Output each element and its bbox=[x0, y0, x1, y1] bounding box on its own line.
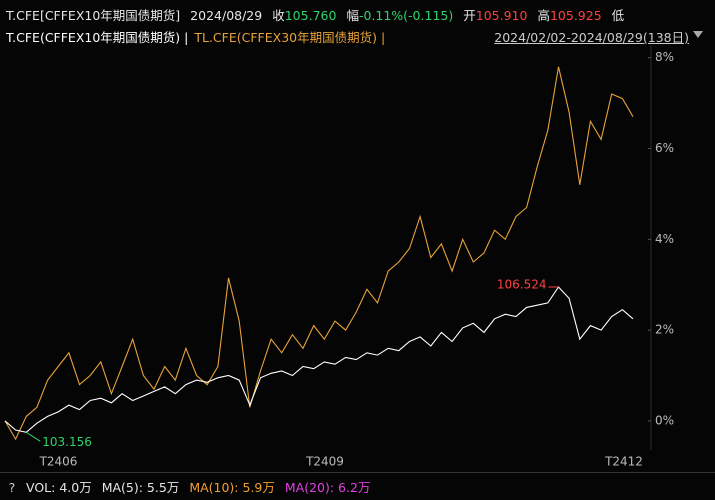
annotation-leader bbox=[26, 431, 41, 442]
dropdown-arrow[interactable] bbox=[693, 31, 703, 38]
x-tick-label: T2406 bbox=[39, 455, 78, 469]
quote-bar: T.CFE[CFFEX10年期国债期货] 2024/08/29 收105.760 幅-… bbox=[6, 5, 624, 24]
annotation: 106.524 bbox=[497, 278, 547, 292]
quote-item: 高 bbox=[537, 8, 550, 23]
series-line bbox=[4, 286, 634, 433]
indicator: MA(20): 6.2万 bbox=[284, 480, 371, 495]
separator bbox=[0, 472, 715, 473]
quote-item: 105.925 bbox=[549, 8, 602, 23]
series-line bbox=[4, 66, 634, 441]
y-tick-label: 4% bbox=[655, 232, 674, 246]
indicator: MA(10): 5.9万 bbox=[189, 480, 275, 495]
y-tick-label: 6% bbox=[655, 141, 674, 155]
help-icon[interactable]: ? bbox=[8, 480, 16, 495]
quote-item: 开 bbox=[463, 8, 476, 23]
quote-item: 收 bbox=[272, 8, 285, 23]
indicator-bar: ? VOL: 4.0万 MA(5): 5.5万 MA(10): 5.9万 MA(20):… bbox=[6, 477, 380, 496]
date-range[interactable]: 2024/02/02-2024/08/29(138日) bbox=[494, 30, 689, 45]
quote-item: -0.11%(-0.115) bbox=[358, 8, 454, 23]
quote-item: 105.760 bbox=[284, 8, 337, 23]
x-tick-label: T2412 bbox=[604, 455, 643, 469]
quote-item: 幅 bbox=[346, 8, 359, 23]
legend: T.CFE(CFFEX10年期国债期货) | TL.CFE(CFFEX30年期国债… bbox=[6, 27, 391, 46]
y-tick-label: 8% bbox=[655, 50, 674, 64]
quote-item: 低 bbox=[611, 8, 625, 23]
indicator: VOL: 4.0万 bbox=[26, 480, 92, 495]
x-tick-label: T2409 bbox=[305, 455, 344, 469]
annotation: 103.156 bbox=[42, 435, 92, 449]
quote-item: 2024/08/29 bbox=[190, 8, 263, 23]
y-tick-label: 2% bbox=[655, 323, 674, 337]
legend-entry: TL.CFE(CFFEX30年期国债期货) | bbox=[194, 30, 386, 45]
y-tick-label: 0% bbox=[655, 413, 674, 427]
legend-entry: T.CFE(CFFEX10年期国债期货) | bbox=[6, 30, 189, 45]
quote-item: T.CFE[CFFEX10年期国债期货] bbox=[6, 8, 181, 23]
quote-item: 105.910 bbox=[475, 8, 528, 23]
indicator: MA(5): 5.5万 bbox=[101, 480, 180, 495]
chart: 0% 2% 4% 6% 8% T2406 T2409 T2412 106.524 103.156 bbox=[4, 45, 674, 469]
